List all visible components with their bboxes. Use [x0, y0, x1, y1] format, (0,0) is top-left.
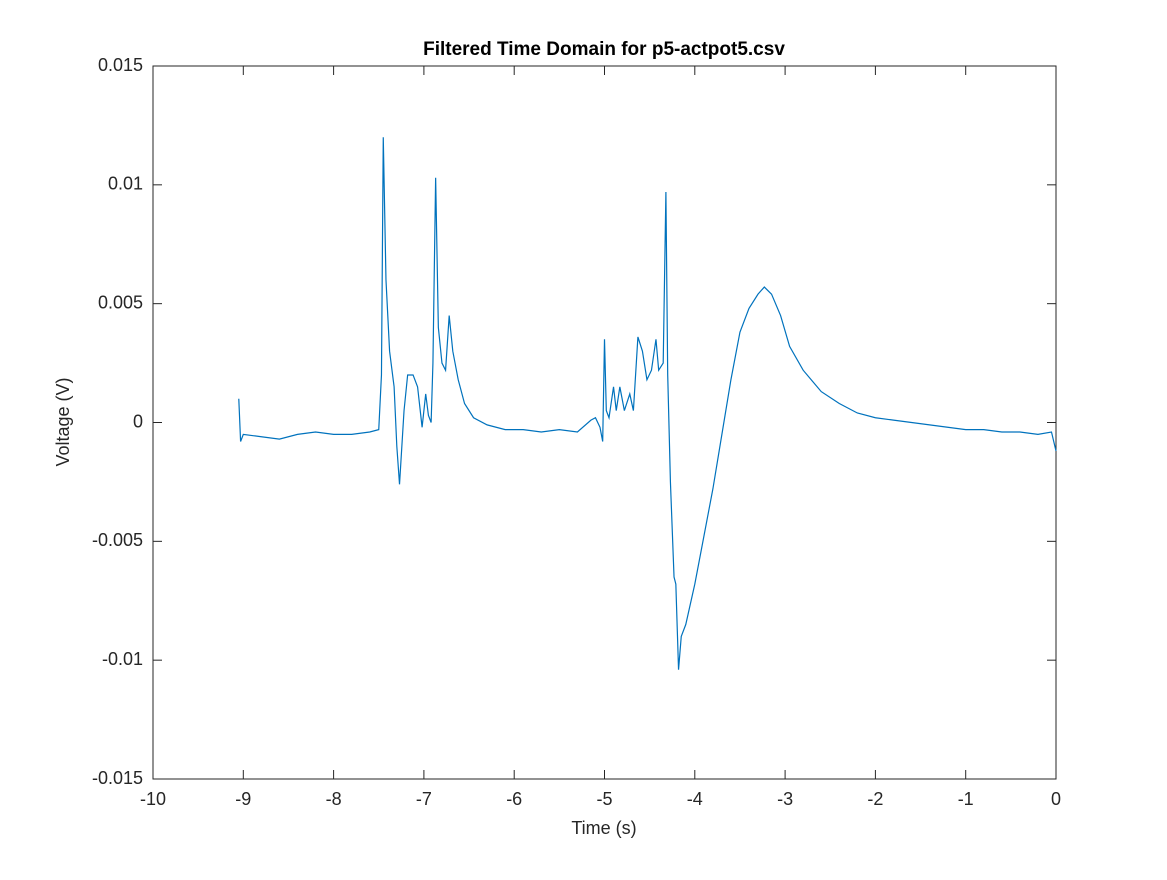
y-axis-label: Voltage (V)	[53, 377, 73, 466]
plot-box	[152, 65, 1057, 780]
x-tick-label: 0	[1051, 789, 1061, 809]
y-tick-label: 0	[133, 411, 143, 431]
x-tick-label: -6	[506, 789, 522, 809]
x-tick-label: -7	[416, 789, 432, 809]
y-tick-label: 0.01	[108, 174, 143, 194]
x-tick-label: -8	[326, 789, 342, 809]
y-tick-label: -0.015	[92, 768, 143, 788]
x-tick-label: -10	[140, 789, 166, 809]
data-line	[238, 137, 1057, 670]
x-tick-label: -1	[958, 789, 974, 809]
y-tick-label: 0.015	[98, 55, 143, 75]
x-tick-label: -4	[687, 789, 703, 809]
x-axis-label: Time (s)	[571, 818, 636, 838]
x-tick-label: -3	[777, 789, 793, 809]
y-tick-label: -0.01	[102, 649, 143, 669]
y-tick-label: 0.005	[98, 292, 143, 312]
x-tick-label: -2	[867, 789, 883, 809]
x-tick-label: -9	[235, 789, 251, 809]
chart-title: Filtered Time Domain for p5-actpot5.csv	[423, 39, 785, 60]
y-tick-label: -0.005	[92, 530, 143, 550]
x-tick-label: -5	[596, 789, 612, 809]
